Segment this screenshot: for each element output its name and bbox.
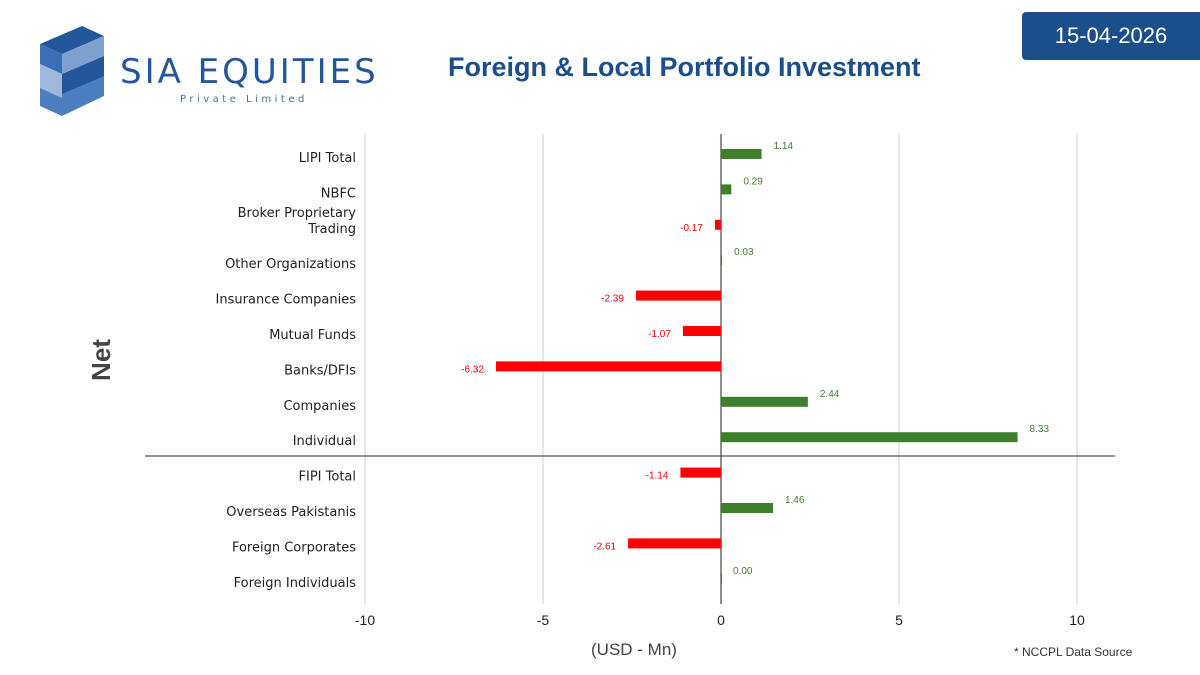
- x-tick-label: 10: [1069, 612, 1085, 628]
- category-label: Overseas Pakistanis: [226, 505, 356, 520]
- data-label: 1.46: [785, 495, 805, 506]
- logo-wordmark: SIA EQUITIES: [120, 52, 379, 92]
- data-label: -1.07: [648, 329, 671, 340]
- category-label: NBFC: [321, 186, 356, 201]
- date-badge: 15-04-2026: [1022, 12, 1200, 60]
- x-axis-title: (USD - Mn): [591, 640, 677, 659]
- category-label: Broker Proprietary Trading: [238, 206, 357, 237]
- category-label: Foreign Individuals: [234, 576, 357, 591]
- bar: [680, 467, 721, 478]
- category-label: Insurance Companies: [216, 293, 357, 308]
- data-label: 2.44: [820, 389, 840, 400]
- bar: [635, 290, 721, 301]
- bar: [721, 573, 722, 584]
- data-label: 0.00: [733, 566, 753, 577]
- bar: [682, 326, 721, 336]
- bar: [721, 184, 732, 195]
- x-tick-label: -5: [537, 612, 550, 628]
- category-label: LIPI Total: [299, 151, 356, 166]
- x-tick-label: -10: [355, 612, 375, 628]
- y-axis-title: Net: [86, 339, 116, 381]
- bar: [721, 503, 773, 513]
- x-tick-label: 5: [895, 612, 903, 628]
- category-label: Foreign Corporates: [232, 540, 356, 555]
- category-label: Individual: [293, 434, 356, 449]
- bar: [628, 538, 721, 549]
- company-logo: SIA EQUITIES Private Limited: [32, 24, 412, 120]
- category-label: Other Organizations: [225, 257, 356, 272]
- data-label: 8.33: [1030, 424, 1050, 435]
- page-title: Foreign & Local Portfolio Investment: [448, 52, 921, 82]
- logo-mark-icon: [40, 26, 104, 116]
- data-label: 1.14: [774, 141, 794, 152]
- bar: [714, 219, 721, 230]
- bar: [721, 149, 762, 159]
- data-label: -6.32: [461, 364, 484, 375]
- data-label: -2.61: [593, 541, 616, 552]
- bar: [721, 432, 1018, 443]
- category-label: Banks/DFIs: [284, 363, 356, 378]
- category-label: FIPI Total: [299, 470, 356, 485]
- source-note: * NCCPL Data Source: [1014, 645, 1133, 659]
- data-label: -1.14: [646, 471, 669, 482]
- category-label: Mutual Funds: [269, 328, 356, 343]
- bar: [721, 396, 808, 407]
- logo-subtitle: Private Limited: [180, 94, 308, 105]
- data-label: 0.29: [743, 176, 763, 187]
- category-label: Companies: [283, 399, 356, 414]
- bar: [721, 255, 723, 266]
- bar: [496, 361, 721, 372]
- x-tick-label: 0: [717, 612, 725, 628]
- data-label: -0.17: [680, 223, 703, 234]
- data-label: 0.03: [734, 247, 754, 258]
- data-label: -2.39: [601, 294, 624, 305]
